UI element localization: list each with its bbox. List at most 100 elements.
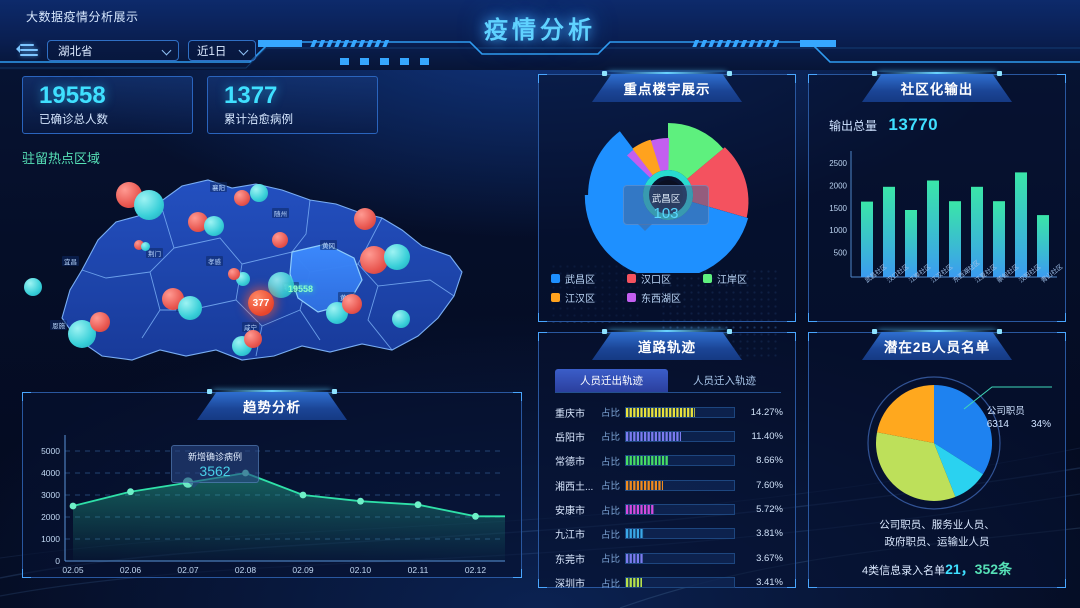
trend-line-chart[interactable]: 5000 4000 3000 2000 1000 0 bbox=[23, 423, 521, 577]
row-ratio-label: 占比 bbox=[601, 432, 621, 444]
rose-chart-tooltip: 武昌区 103 bbox=[623, 185, 709, 231]
row-percent: 3.41% bbox=[756, 577, 783, 589]
personnel-pie-chart-svg bbox=[867, 376, 1052, 510]
map-bubble bbox=[360, 246, 388, 274]
map-bubble bbox=[141, 242, 150, 251]
panel-potential-2b-list: 潜在2B人员名单 公司职员 bbox=[808, 329, 1066, 588]
table-row[interactable]: 安康市 占比 5.72% bbox=[555, 499, 783, 521]
header-background bbox=[0, 0, 1080, 70]
rose-chart[interactable]: 武昌区 103 bbox=[539, 103, 795, 280]
map-bubble bbox=[244, 330, 262, 348]
kpi-card-cured: 1377 累计治愈病例 bbox=[207, 76, 378, 134]
table-row[interactable]: 岳阳市 占比 11.40% bbox=[555, 425, 783, 447]
map-city-label: 恩施 bbox=[50, 320, 67, 330]
map-bubble bbox=[354, 208, 376, 230]
wuhan-case-marker[interactable]: 377 bbox=[248, 290, 274, 316]
svg-text:5000: 5000 bbox=[41, 446, 60, 456]
rose-chart-legend: 武昌区 汉口区 江岸区 江汉区 东西湖区 bbox=[551, 271, 787, 305]
tooltip-value: 103 bbox=[653, 205, 679, 222]
tooltip-name: 武昌区 bbox=[651, 194, 681, 205]
province-select-value: 湖北省 bbox=[58, 45, 93, 58]
row-percent: 11.40% bbox=[751, 430, 783, 442]
map-bubble bbox=[204, 216, 224, 236]
tab-move-in[interactable]: 人员迁入轨迹 bbox=[693, 375, 756, 387]
row-city: 安康市 bbox=[555, 506, 585, 518]
svg-text:2500: 2500 bbox=[829, 159, 847, 168]
row-percent: 7.60% bbox=[756, 479, 783, 491]
svg-text:02.11: 02.11 bbox=[408, 565, 429, 575]
row-city: 东莞市 bbox=[555, 554, 585, 566]
legend-item[interactable]: 武昌区 bbox=[551, 271, 617, 286]
chevron-down-icon bbox=[240, 46, 249, 55]
kpi-label: 已确诊总人数 bbox=[39, 114, 108, 126]
header-toolbar: 湖北省 近1日 bbox=[16, 40, 256, 61]
personnel-summary: 4类信息录入名单21，352条 bbox=[809, 559, 1065, 579]
svg-text:3000: 3000 bbox=[41, 490, 60, 500]
trend-tooltip: 新增确诊病例 3562 bbox=[171, 445, 259, 488]
row-bar-track bbox=[625, 504, 735, 516]
table-row[interactable]: 湘西土... 占比 7.60% bbox=[555, 474, 783, 496]
panel-road-trajectory: 道路轨迹 人员迁出轨迹 人员迁入轨迹 重庆市 占比 14.27% 岳阳市 占比 bbox=[538, 329, 796, 590]
map-bubble bbox=[178, 296, 202, 320]
hotspot-section-label: 驻留热点区域 bbox=[22, 151, 101, 166]
table-row[interactable]: 九江市 占比 3.81% bbox=[555, 523, 783, 545]
svg-text:1500: 1500 bbox=[829, 204, 847, 213]
community-bar-chart-svg: 2500 2000 1500 1000 500 bbox=[829, 151, 1065, 285]
community-total: 输出总量 13770 bbox=[829, 115, 938, 135]
legend-item[interactable]: 汉口区 bbox=[627, 271, 693, 286]
svg-text:02.05: 02.05 bbox=[62, 565, 84, 575]
svg-text:2000: 2000 bbox=[41, 512, 60, 522]
summary-number-1: 21， bbox=[945, 561, 975, 577]
legend-label: 东西湖区 bbox=[641, 294, 681, 305]
menu-icon[interactable] bbox=[16, 42, 38, 60]
row-bar-track bbox=[625, 479, 735, 491]
road-rows: 重庆市 占比 14.27% 岳阳市 占比 11.40% 常德市 占比 bbox=[555, 401, 783, 596]
period-select-value: 近1日 bbox=[197, 45, 227, 58]
road-tabs: 人员迁出轨迹 人员迁入轨迹 bbox=[555, 369, 781, 393]
panel-header: 社区化输出 bbox=[809, 71, 1065, 104]
svg-text:02.12: 02.12 bbox=[465, 565, 487, 575]
panel-title: 趋势分析 bbox=[243, 400, 301, 415]
pie-callout: 公司职员 6314 34% bbox=[987, 403, 1051, 430]
panel-title: 重点楼宇展示 bbox=[623, 82, 711, 97]
period-select[interactable]: 近1日 bbox=[188, 40, 256, 61]
hubei-map[interactable]: 十堰 襄阳 随州 荆门 孝感 黄冈 宜昌 荆州 鄂州 黄石 咸宁 恩施 bbox=[10, 160, 530, 385]
map-city-label: 黄冈 bbox=[320, 240, 337, 250]
row-city: 岳阳市 bbox=[555, 432, 585, 444]
map-city-label: 咸宁 bbox=[242, 322, 259, 332]
svg-text:1000: 1000 bbox=[829, 226, 847, 235]
table-row[interactable]: 深圳市 占比 3.41% bbox=[555, 572, 783, 594]
row-percent: 8.66% bbox=[756, 455, 783, 467]
summary-prefix: 4类信息录入名单 bbox=[861, 565, 946, 577]
row-ratio-label: 占比 bbox=[601, 408, 621, 419]
row-bar-track bbox=[625, 406, 735, 418]
panel-header: 重点楼宇展示 bbox=[539, 71, 795, 104]
legend-item[interactable]: 江汉区 bbox=[551, 290, 617, 305]
table-row[interactable]: 常德市 占比 8.66% bbox=[555, 450, 783, 472]
legend-label: 江汉区 bbox=[565, 294, 595, 305]
map-city-label: 随州 bbox=[272, 208, 289, 218]
tab-move-out[interactable]: 人员迁出轨迹 bbox=[555, 369, 668, 392]
panel-header: 道路轨迹 bbox=[539, 329, 795, 362]
svg-text:0: 0 bbox=[55, 556, 60, 566]
callout-percent: 34% bbox=[1030, 419, 1051, 430]
callout-value: 6314 bbox=[986, 419, 1009, 430]
row-city: 九江市 bbox=[555, 530, 585, 542]
community-bar-chart[interactable]: 2500 2000 1500 1000 500 bbox=[809, 137, 1065, 323]
map-city-label: 荆门 bbox=[146, 248, 163, 258]
kpi-value: 1377 bbox=[224, 82, 278, 109]
table-row[interactable]: 重庆市 占比 14.27% bbox=[555, 401, 783, 423]
page-title: 疫情分析 bbox=[484, 17, 596, 44]
map-bubble bbox=[188, 212, 208, 232]
table-row[interactable]: 东莞市 占比 3.67% bbox=[555, 547, 783, 569]
legend-item[interactable]: 东西湖区 bbox=[627, 290, 693, 305]
kpi-cards: 19558 已确诊总人数 1377 累计治愈病例 bbox=[22, 76, 378, 134]
app-subtitle: 大数据疫情分析展示 bbox=[26, 10, 139, 24]
legend-item[interactable]: 江岸区 bbox=[703, 271, 769, 286]
personnel-pie-chart[interactable]: 公司职员 6314 34% bbox=[809, 367, 1065, 517]
svg-text:2000: 2000 bbox=[829, 181, 847, 190]
row-bar-track bbox=[625, 528, 735, 540]
map-city-label: 襄阳 bbox=[210, 182, 227, 192]
svg-text:02.07: 02.07 bbox=[177, 565, 199, 575]
province-select[interactable]: 湖北省 bbox=[47, 40, 179, 61]
